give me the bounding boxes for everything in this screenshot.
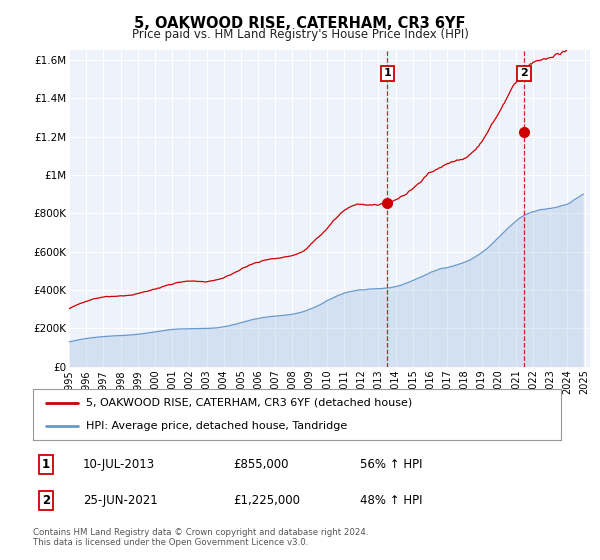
Text: 25-JUN-2021: 25-JUN-2021 [83, 494, 158, 507]
Text: 10-JUL-2013: 10-JUL-2013 [83, 458, 155, 472]
Text: Price paid vs. HM Land Registry's House Price Index (HPI): Price paid vs. HM Land Registry's House … [131, 28, 469, 41]
Text: HPI: Average price, detached house, Tandridge: HPI: Average price, detached house, Tand… [86, 421, 347, 431]
Text: 2: 2 [42, 494, 50, 507]
Text: 56% ↑ HPI: 56% ↑ HPI [361, 458, 423, 472]
Text: 1: 1 [383, 68, 391, 78]
Text: This data is licensed under the Open Government Licence v3.0.: This data is licensed under the Open Gov… [33, 538, 308, 547]
Text: 5, OAKWOOD RISE, CATERHAM, CR3 6YF: 5, OAKWOOD RISE, CATERHAM, CR3 6YF [134, 16, 466, 31]
Text: 2: 2 [520, 68, 528, 78]
Text: £1,225,000: £1,225,000 [233, 494, 301, 507]
Text: Contains HM Land Registry data © Crown copyright and database right 2024.: Contains HM Land Registry data © Crown c… [33, 528, 368, 536]
Text: 1: 1 [42, 458, 50, 472]
Text: 48% ↑ HPI: 48% ↑ HPI [361, 494, 423, 507]
Text: £855,000: £855,000 [233, 458, 289, 472]
Text: 5, OAKWOOD RISE, CATERHAM, CR3 6YF (detached house): 5, OAKWOOD RISE, CATERHAM, CR3 6YF (deta… [86, 398, 412, 408]
